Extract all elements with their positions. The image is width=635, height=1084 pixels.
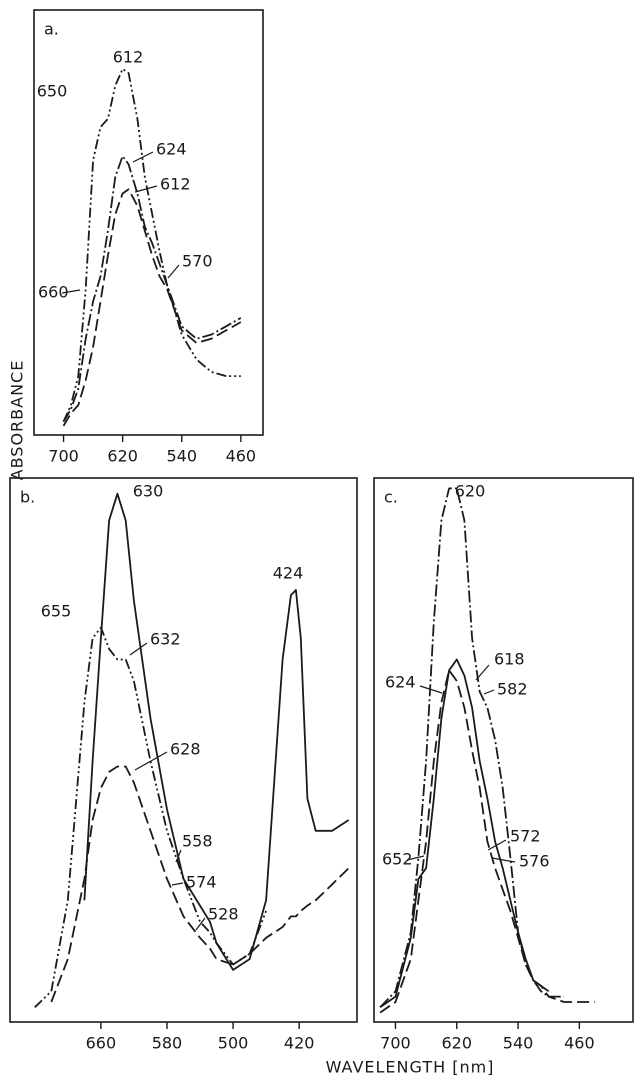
spectrum-line (83, 492, 350, 971)
spectrum-line (62, 155, 242, 423)
x-tick-label: 460 (564, 1034, 595, 1053)
x-tick-label: 500 (218, 1034, 249, 1053)
peak-label: 582 (497, 680, 528, 699)
leader-line (134, 751, 168, 771)
peak-label: 650 (37, 82, 68, 101)
spectrum-line (62, 188, 242, 427)
peak-label: 655 (41, 602, 72, 621)
spectrum-line (379, 487, 564, 1008)
leader-line (483, 689, 495, 695)
leader-line (419, 685, 443, 694)
peak-label: 558 (182, 832, 213, 851)
x-tick-label: 580 (152, 1034, 183, 1053)
panel-frame (9, 477, 358, 1023)
spectrum-line (379, 669, 595, 1014)
leader-line (132, 151, 154, 163)
x-axis-label: WAVELENGTH [nm] (326, 1058, 495, 1077)
peak-label: 624 (385, 673, 416, 692)
panel-frame (33, 9, 264, 436)
peak-label: 620 (455, 482, 486, 501)
peak-label: 612 (113, 48, 144, 67)
panel-label: a. (44, 20, 59, 39)
x-tick-label: 540 (166, 447, 197, 466)
peak-label: 628 (170, 740, 201, 759)
spectrum-line (62, 68, 241, 423)
x-tick-label: 660 (86, 1034, 117, 1053)
peak-label: 624 (156, 140, 187, 159)
peak-label: 612 (160, 175, 191, 194)
panel-label: c. (384, 488, 398, 507)
spectrum-line (50, 765, 350, 1003)
peak-label: 660 (38, 283, 69, 302)
peak-label: 424 (273, 564, 304, 583)
x-tick-label: 540 (503, 1034, 534, 1053)
leader-line (195, 917, 206, 931)
x-tick-label: 620 (441, 1034, 472, 1053)
peak-label: 576 (519, 852, 550, 871)
leader-line (487, 839, 507, 851)
leader-line (129, 642, 148, 656)
leader-line (406, 855, 425, 861)
panel-label: b. (20, 488, 35, 507)
panel-frame (373, 477, 634, 1023)
leader-line (175, 849, 182, 863)
y-axis-label: ABSORBANCE (8, 360, 27, 481)
leader-line (491, 857, 516, 863)
peak-label: 618 (494, 650, 525, 669)
x-tick-label: 700 (48, 447, 79, 466)
leader-line (167, 264, 180, 279)
peak-label: 570 (182, 252, 213, 271)
peak-label: 572 (510, 827, 541, 846)
x-tick-label: 700 (380, 1034, 411, 1053)
x-tick-label: 620 (107, 447, 138, 466)
x-tick-label: 420 (284, 1034, 315, 1053)
peak-label: 632 (150, 630, 181, 649)
peak-label: 652 (382, 850, 413, 869)
leader-line (134, 185, 158, 193)
leader-line (171, 882, 184, 886)
peak-label: 630 (133, 482, 164, 501)
spectrum-line (34, 626, 267, 1008)
leader-line (61, 289, 81, 294)
leader-line (475, 664, 490, 681)
peak-label: 528 (208, 905, 239, 924)
peak-label: 574 (186, 873, 217, 892)
spectrum-line (379, 658, 550, 1009)
x-tick-label: 460 (226, 447, 257, 466)
